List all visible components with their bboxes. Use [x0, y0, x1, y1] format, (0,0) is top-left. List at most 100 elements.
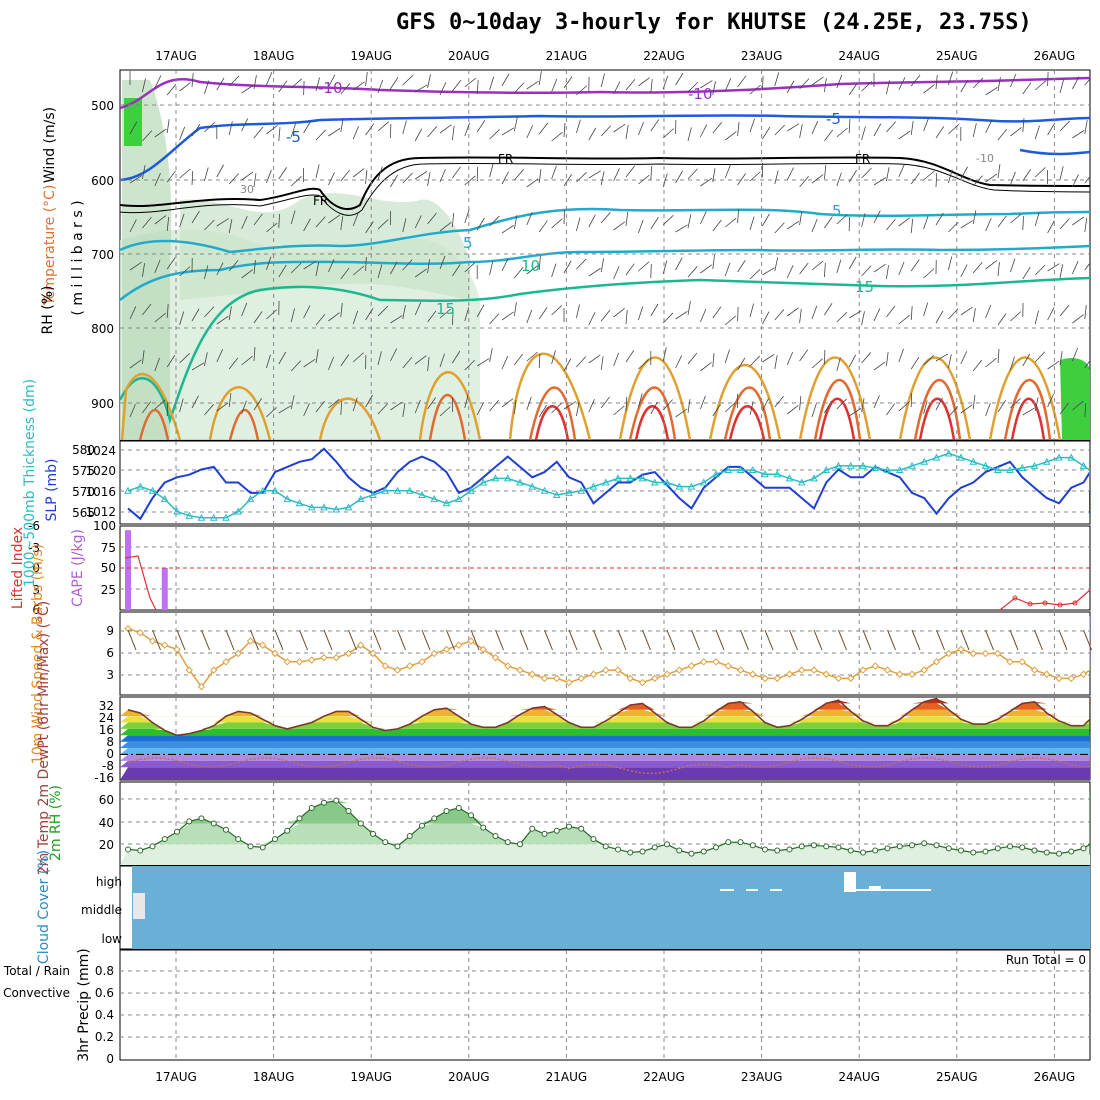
precip-yticks: 0.8 0.6 0.4 0.2 0: [95, 964, 114, 1066]
wind-barb: [352, 125, 360, 140]
rh-point: [847, 847, 854, 854]
wind-barb: [514, 169, 524, 181]
label-precip: 3hr Precip (mm): [76, 948, 92, 1061]
wind-barb: [898, 77, 906, 91]
wind-barb: [377, 264, 383, 279]
temp-band: [120, 741, 1090, 749]
rh-point: [357, 820, 364, 827]
wind10-barb: [544, 629, 553, 651]
wind-barb: [613, 221, 626, 231]
wind-barb: [774, 257, 779, 272]
thickness-point: [993, 466, 1002, 474]
wind-barb: [861, 398, 865, 413]
thickness-point: [430, 495, 439, 503]
wind10-point: [295, 658, 304, 666]
wind-barb: [724, 402, 736, 413]
wind-barb: [613, 168, 620, 182]
wind-barb: [563, 123, 566, 138]
wind-barb: [514, 82, 525, 94]
wind-barb: [625, 165, 635, 178]
wind10-point: [908, 670, 916, 678]
wind-barb: [749, 268, 761, 280]
wind-barb: [948, 124, 959, 135]
date-label-top: 25AUG: [936, 49, 978, 63]
wind-barb: [179, 352, 190, 364]
wind10-barb: [372, 629, 382, 651]
thickness-point: [712, 470, 720, 478]
wind-barb: [253, 347, 256, 362]
wind-barb: [253, 398, 262, 411]
wind-barb: [762, 398, 769, 412]
wind-barb: [538, 404, 547, 418]
wind-barb: [414, 215, 422, 229]
wind-barb: [985, 260, 998, 270]
wind10-point: [675, 666, 683, 674]
wind10-point: [871, 662, 879, 670]
wind-barb: [241, 400, 247, 415]
wind-barb: [129, 359, 142, 369]
wind-barb: [538, 220, 548, 233]
wind-barb: [290, 262, 302, 274]
wind-barb: [712, 122, 723, 134]
wind-barb: [935, 172, 938, 188]
wind-barb: [724, 131, 737, 141]
wind-barb: [588, 312, 596, 326]
wind-barb: [191, 73, 194, 88]
ytick-wind-6: 6: [106, 646, 114, 660]
wind-barb: [551, 402, 562, 414]
wind-barb: [501, 258, 509, 272]
wind-barb: [402, 357, 413, 369]
wind-barb: [811, 174, 824, 184]
wind-barb: [675, 224, 688, 233]
wind-barb: [142, 217, 152, 229]
wind10-barb: [397, 629, 406, 651]
wind-barb: [204, 219, 215, 231]
wind-barb: [278, 213, 280, 229]
wind-barb: [340, 169, 350, 182]
wind-barb: [886, 167, 890, 182]
lifted-index-point: [1072, 600, 1078, 606]
wind-barb: [886, 219, 896, 231]
wind-barb: [266, 256, 272, 271]
wind10-point: [932, 658, 941, 666]
wind-barb: [142, 165, 146, 180]
wind-barb: [365, 170, 368, 185]
contour-label-5-a: 5: [463, 234, 473, 252]
contour-temp-15: [120, 276, 1090, 425]
chart-title: GFS 0~10day 3-hourly for KHUTSE (24.25E,…: [396, 10, 1032, 35]
temp-band: [120, 728, 1090, 736]
ytick-700: 700: [91, 248, 114, 262]
wind-barb: [824, 303, 833, 316]
wind-barb: [191, 124, 201, 137]
wind-barb: [1072, 347, 1079, 362]
wind-barb: [1010, 213, 1022, 224]
wind10-point: [491, 653, 500, 662]
wind-barb: [1059, 264, 1064, 279]
wind-barb: [811, 358, 823, 369]
ytick-thick-565: 565: [72, 506, 95, 520]
wind-barb: [923, 268, 935, 279]
wind-barb: [538, 307, 548, 320]
wind-barb: [650, 166, 653, 181]
thickness-point: [920, 457, 929, 465]
wind-barb: [910, 121, 914, 136]
cloud-high-strip-3: [746, 889, 758, 891]
wind-barb: [365, 394, 373, 408]
thick-yticks: 580 575 570 565 1024 1020 1016 1012: [72, 443, 116, 520]
wind-barb: [824, 165, 827, 180]
date-label-bottom: 25AUG: [936, 1070, 978, 1084]
wind-barb: [960, 404, 973, 414]
wind-barb: [278, 405, 292, 414]
wind-barb: [352, 212, 359, 227]
wind-barb: [191, 210, 200, 224]
wind-barb: [960, 166, 968, 180]
wind-barb: [476, 217, 485, 231]
rh-point: [860, 849, 866, 856]
wind-barb: [538, 122, 549, 135]
wind-barb: [650, 119, 660, 132]
wind-barb: [948, 308, 959, 320]
thickness-point: [454, 495, 463, 503]
rh-point: [651, 844, 658, 851]
wind-barb: [315, 164, 320, 179]
ytick-li-3: 3: [32, 583, 40, 597]
